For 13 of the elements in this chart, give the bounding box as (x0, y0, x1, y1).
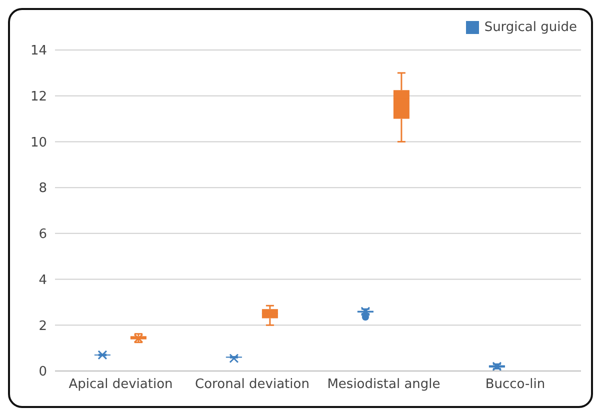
y-tick-label: 8 (38, 181, 47, 196)
x-tick-label: Bucco-lin (485, 377, 546, 392)
y-tick-label: 10 (30, 135, 47, 150)
legend-label: Surgical guide (484, 20, 577, 35)
x-tick-label: Mesiodistal angle (327, 377, 440, 392)
y-tick-label: 6 (38, 227, 47, 242)
x-tick-label: Apical deviation (68, 377, 173, 392)
y-tick-label: 4 (38, 272, 47, 288)
y-tick-label: 14 (30, 44, 47, 59)
x-tick-label: Coronal deviation (195, 377, 310, 392)
y-tick-label: 0 (38, 364, 47, 380)
y-tick-label: 12 (30, 89, 47, 104)
y-tick-label: 2 (38, 318, 47, 334)
